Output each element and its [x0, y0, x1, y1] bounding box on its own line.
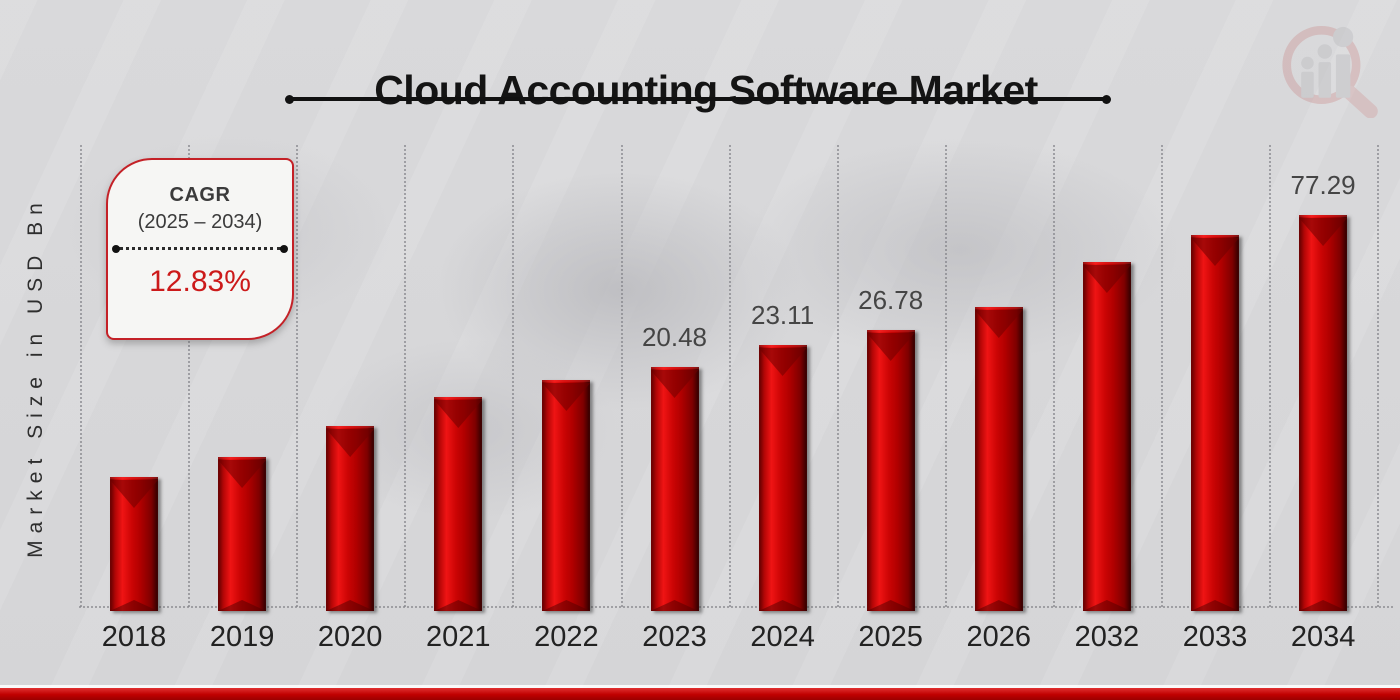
x-axis-label-2019: 2019 — [209, 621, 275, 653]
bar-value-label-2034: 77.29 — [1290, 170, 1356, 200]
gridline — [188, 145, 191, 607]
magnifier-lens-icon — [1282, 25, 1361, 105]
x-axis-label-2026: 2026 — [966, 621, 1032, 653]
bottom-strip-highlight — [0, 685, 1400, 688]
gridline — [944, 145, 947, 607]
bar-2024 — [758, 345, 807, 611]
gridline — [404, 145, 407, 607]
title-underline — [285, 95, 1111, 104]
gridline — [836, 145, 839, 607]
bar-2021 — [434, 397, 483, 611]
gridline — [1269, 145, 1272, 607]
plot-area: 2018 2019 2020 2021 2022 20.48 2023 23.11 2024 26… — [79, 145, 1397, 653]
x-axis-label-2034: 2034 — [1290, 621, 1356, 653]
bar-2033 — [1191, 235, 1239, 611]
x-axis-label-2033: 2033 — [1182, 621, 1248, 653]
cagr-dotted-separator — [112, 244, 288, 253]
x-axis-label-2022: 2022 — [534, 621, 599, 653]
x-axis-label-2025: 2025 — [858, 621, 923, 653]
cagr-period: (2025 – 2034) — [137, 211, 263, 233]
bar-2032 — [1082, 262, 1131, 611]
gridline — [728, 145, 731, 607]
bar-2026 — [974, 307, 1023, 611]
bar-2023 — [650, 367, 699, 611]
x-axis-line — [79, 606, 1393, 608]
bar-value-label-2025: 26.78 — [858, 285, 924, 315]
gridline — [1377, 145, 1380, 607]
bar-2019 — [218, 457, 267, 611]
x-axis-label-2024: 2024 — [750, 621, 815, 653]
magnifier-handle-icon — [1343, 85, 1378, 118]
gridline — [296, 145, 299, 607]
page-title: Cloud Accounting Software Market — [374, 67, 1038, 114]
x-axis-label-2020: 2020 — [317, 621, 383, 653]
x-axis-label-2032: 2032 — [1074, 621, 1140, 653]
market-research-magnifier-logo — [1282, 25, 1378, 118]
cagr-value: 12.83% — [149, 265, 251, 298]
bar-2034 — [1299, 215, 1348, 611]
gridline — [80, 145, 82, 607]
gridline — [512, 145, 515, 607]
x-axis-label-2023: 2023 — [642, 621, 707, 653]
cagr-callout-box: CAGR (2025 – 2034) 12.83% — [106, 158, 294, 340]
bottom-red-strip — [0, 688, 1400, 700]
bar-2018 — [110, 477, 158, 611]
bar-2020 — [326, 426, 375, 611]
gridline — [620, 145, 623, 607]
y-axis-title: Market Size in USD Bn — [24, 196, 47, 558]
bar-2022 — [542, 380, 591, 611]
bar-value-label-2024: 23.11 — [751, 300, 815, 330]
x-axis-label-2018: 2018 — [101, 621, 167, 653]
gridline — [1161, 145, 1163, 607]
bar-2025 — [866, 330, 915, 611]
x-axis-label-2021: 2021 — [426, 621, 491, 653]
gridline — [1052, 145, 1055, 607]
bar-value-label-2023: 20.48 — [641, 322, 708, 352]
growth-bars-icon — [1301, 26, 1354, 98]
cagr-label: CAGR — [169, 184, 231, 206]
